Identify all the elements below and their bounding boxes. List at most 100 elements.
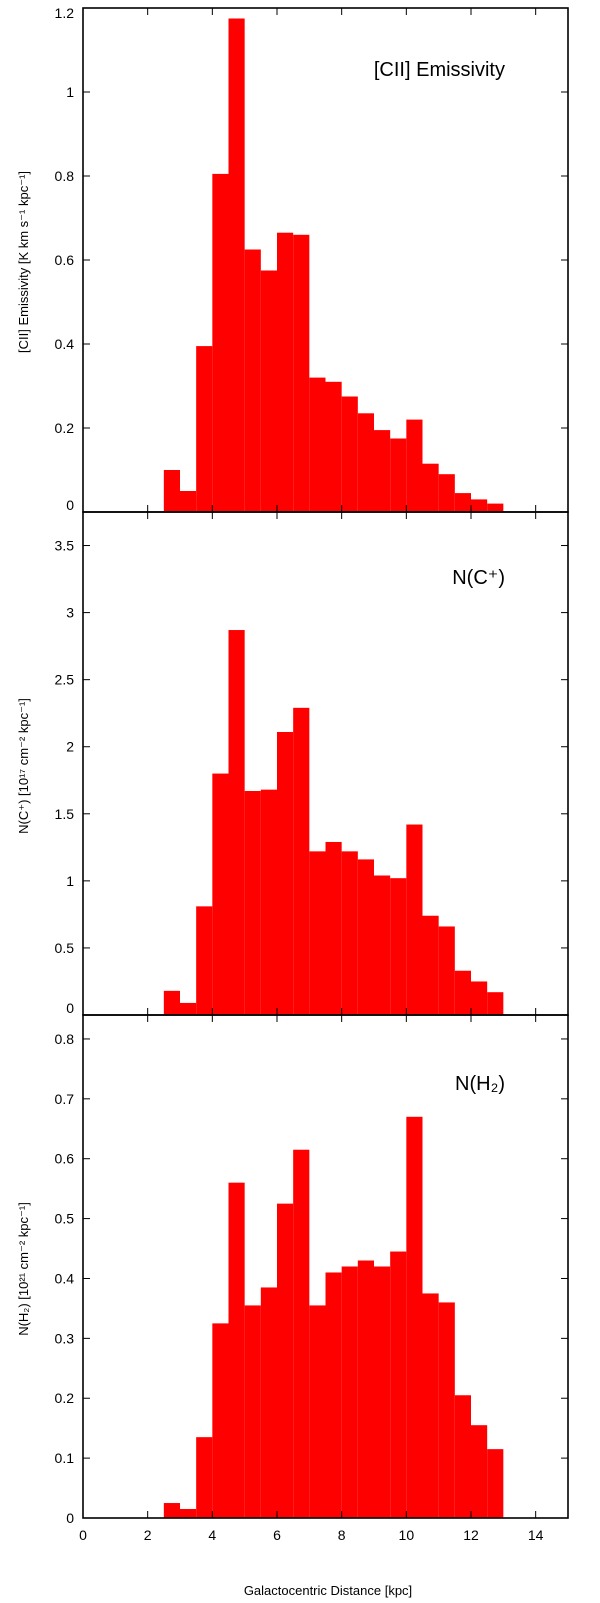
bar-n-h2 — [487, 1449, 504, 1518]
y-tick-label-n-h2: 0 — [66, 1510, 74, 1526]
y-tick-label-n-h2: 0.8 — [55, 1031, 75, 1047]
bar-n-h2 — [325, 1272, 342, 1518]
x-tick-label: 0 — [79, 1527, 87, 1543]
bar-n-h2 — [212, 1323, 229, 1518]
bar-cii-emissivity — [293, 234, 310, 513]
bar-cii-emissivity — [325, 381, 342, 512]
y-tick-label-n-h2: 0.7 — [55, 1091, 75, 1107]
bar-n-h2 — [277, 1203, 294, 1518]
y-tick-label-n-c-plus: 0 — [66, 1000, 74, 1016]
bar-n-h2 — [341, 1266, 358, 1518]
y-tick-label-n-c-plus: 1 — [66, 873, 74, 889]
y-tick-label-n-c-plus: 2 — [66, 739, 74, 755]
y-tick-label-n-c-plus: 0.5 — [55, 940, 75, 956]
bar-n-c-plus — [309, 851, 326, 1015]
bar-n-h2 — [406, 1116, 423, 1518]
y-tick-label-cii-emissivity: 0.4 — [55, 336, 75, 352]
bar-n-h2 — [454, 1395, 471, 1518]
y-tick-label-cii-emissivity: 0 — [66, 497, 74, 513]
bar-n-h2 — [374, 1266, 391, 1518]
y-tick-label-n-h2: 0.3 — [55, 1330, 75, 1346]
bar-n-c-plus — [357, 859, 374, 1015]
bar-n-h2 — [438, 1302, 455, 1518]
y-tick-label-n-c-plus: 1.5 — [55, 806, 75, 822]
bar-n-c-plus — [260, 789, 277, 1015]
bar-n-c-plus — [374, 875, 391, 1015]
bar-n-c-plus — [228, 630, 245, 1015]
y-tick-label-n-h2: 0.5 — [55, 1211, 75, 1227]
bar-n-h2 — [471, 1425, 488, 1518]
bar-n-c-plus — [325, 841, 342, 1015]
bar-n-c-plus — [454, 970, 471, 1015]
bar-n-c-plus — [212, 773, 229, 1015]
y-tick-label-n-h2: 0.2 — [55, 1390, 75, 1406]
x-tick-label: 2 — [144, 1527, 152, 1543]
y-axis-title-n-c-plus: N(C⁺) [10¹⁷ cm⁻² kpc⁻¹] — [16, 698, 31, 834]
bar-cii-emissivity — [454, 493, 471, 512]
bar-cii-emissivity — [277, 232, 294, 512]
bar-cii-emissivity — [260, 270, 277, 512]
x-tick-label: 4 — [208, 1527, 216, 1543]
bar-n-c-plus — [390, 878, 407, 1015]
y-tick-label-n-h2: 0.4 — [55, 1270, 75, 1286]
bar-cii-emissivity — [309, 377, 326, 512]
bar-n-c-plus — [406, 824, 423, 1015]
x-tick-label: 10 — [399, 1527, 415, 1543]
y-tick-label-cii-emissivity: 0.8 — [55, 168, 75, 184]
bar-n-c-plus — [341, 851, 358, 1015]
y-tick-label-n-h2: 0.1 — [55, 1450, 75, 1466]
bar-n-c-plus — [438, 926, 455, 1015]
y-tick-label-cii-emissivity: 1 — [66, 84, 74, 100]
bar-cii-emissivity — [357, 413, 374, 512]
bar-n-c-plus — [422, 915, 439, 1015]
bar-n-c-plus — [163, 990, 180, 1015]
bar-n-c-plus — [293, 707, 310, 1015]
bar-n-h2 — [293, 1149, 310, 1518]
bar-n-h2 — [196, 1437, 213, 1518]
bar-n-h2 — [163, 1503, 180, 1518]
bar-cii-emissivity — [390, 438, 407, 512]
bar-cii-emissivity — [228, 18, 245, 512]
bar-cii-emissivity — [341, 396, 358, 512]
panel-title-n-h2: N(H₂) — [455, 1073, 505, 1095]
bar-n-h2 — [422, 1293, 439, 1518]
bar-n-c-plus — [244, 790, 261, 1015]
bar-cii-emissivity — [406, 419, 423, 512]
y-tick-label-cii-emissivity: 1.2 — [55, 5, 75, 21]
x-tick-label: 6 — [273, 1527, 281, 1543]
bar-n-h2 — [228, 1182, 245, 1518]
x-tick-label: 8 — [338, 1527, 346, 1543]
bar-n-h2 — [180, 1509, 197, 1518]
bar-n-h2 — [309, 1305, 326, 1518]
y-tick-label-n-c-plus: 3 — [66, 605, 74, 621]
bar-cii-emissivity — [180, 491, 197, 512]
y-tick-label-cii-emissivity: 0.2 — [55, 420, 75, 436]
bar-cii-emissivity — [196, 346, 213, 512]
bar-cii-emissivity — [212, 173, 229, 512]
x-tick-label: 12 — [463, 1527, 479, 1543]
bar-cii-emissivity — [487, 503, 504, 512]
bar-n-c-plus — [277, 731, 294, 1015]
bar-n-c-plus — [471, 981, 488, 1015]
panel-title-n-c-plus: N(C⁺) — [452, 567, 505, 589]
y-tick-label-n-c-plus: 2.5 — [55, 672, 75, 688]
plot-frame-n-h2 — [82, 1014, 569, 1519]
y-tick-label-n-c-plus: 3.5 — [55, 538, 75, 554]
bar-cii-emissivity — [244, 249, 261, 512]
panel-title-cii-emissivity: [CII] Emissivity — [374, 59, 505, 81]
bar-n-h2 — [244, 1305, 261, 1518]
x-axis-title: Galactocentric Distance [kpc] — [244, 1583, 412, 1598]
x-tick-label: 14 — [528, 1527, 544, 1543]
bar-n-c-plus — [487, 992, 504, 1015]
bar-n-c-plus — [196, 906, 213, 1015]
bar-n-h2 — [390, 1251, 407, 1518]
bar-cii-emissivity — [374, 430, 391, 512]
bar-cii-emissivity — [163, 470, 180, 512]
y-axis-title-cii-emissivity: [CII] Emissivity [K km s⁻¹ kpc⁻¹] — [16, 171, 31, 353]
y-tick-label-n-h2: 0.6 — [55, 1151, 75, 1167]
bar-cii-emissivity — [471, 499, 488, 512]
bar-n-h2 — [260, 1287, 277, 1518]
bar-n-h2 — [357, 1260, 374, 1518]
y-axis-title-n-h2: N(H₂) [10²¹ cm⁻² kpc⁻¹] — [16, 1202, 31, 1336]
